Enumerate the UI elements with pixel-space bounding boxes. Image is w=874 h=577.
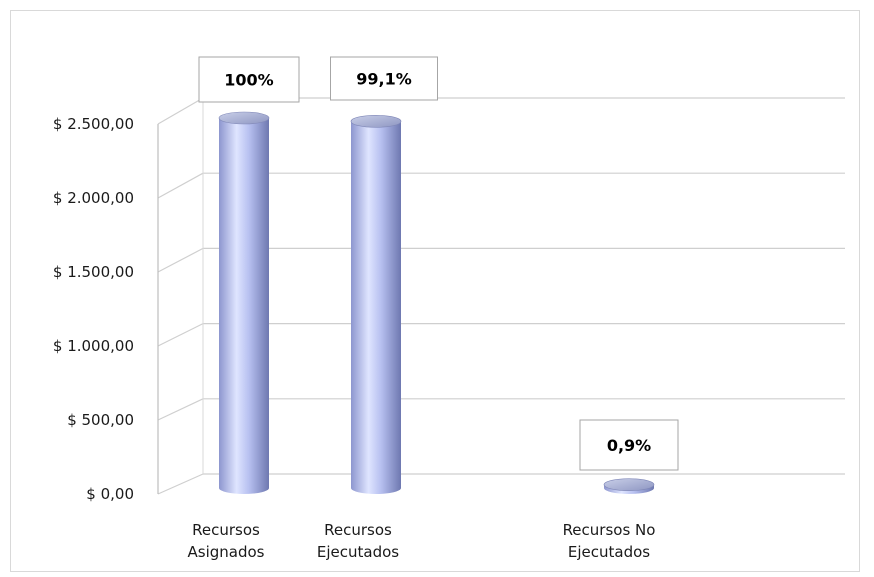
data-label-text: 100%: [224, 71, 273, 90]
y-tick-label: $ 0,00: [86, 485, 134, 503]
x-category-label-line: Asignados: [188, 543, 265, 561]
x-category-label: Recursos Ejecutados: [317, 521, 399, 561]
bar: [603, 478, 655, 494]
y-tick-label: $ 500,00: [67, 411, 134, 429]
y-tick-label: $ 1.500,00: [53, 263, 134, 281]
y-tick-label: $ 2.500,00: [53, 115, 134, 133]
gridline-depth: [157, 473, 204, 495]
gridline-depth: [157, 97, 204, 125]
x-category-label-line: Recursos No: [563, 521, 656, 539]
bars: [218, 111, 655, 494]
y-tick-labels: $ 0,00 $ 500,00 $ 1.000,00 $ 1.500,00 $ 2.00…: [53, 115, 134, 503]
data-label-text: 0,9%: [607, 436, 651, 455]
data-label-box: [579, 419, 679, 471]
bar-cap: [218, 111, 270, 125]
x-category-label-line: Recursos: [324, 521, 392, 539]
data-label-box: [330, 56, 438, 101]
gridline-depth: [157, 398, 204, 421]
data-label: 100%: [198, 56, 300, 103]
y-axis: [157, 98, 204, 494]
data-label: 99,1%: [330, 56, 438, 101]
gridline-depth: [157, 172, 204, 199]
bar: [218, 111, 270, 494]
bar-cap: [603, 478, 655, 491]
data-label-box: [198, 56, 300, 103]
data-label: 0,9%: [579, 419, 679, 471]
bar-body: [219, 118, 269, 494]
gridline-depth: [157, 323, 204, 347]
gridlines: [157, 97, 845, 495]
chart-frame: [10, 10, 860, 572]
bar-body: [351, 121, 401, 494]
y-tick-label: $ 1.000,00: [53, 337, 134, 355]
data-label-text: 99,1%: [356, 70, 412, 89]
x-category-label-line: Recursos: [192, 521, 260, 539]
gridline-depth: [157, 247, 204, 273]
x-category-label: Recursos Asignados: [188, 521, 265, 561]
x-category-label-line: Ejecutados: [317, 543, 399, 561]
y-tick-label: $ 2.000,00: [53, 189, 134, 207]
bar: [350, 115, 402, 494]
bar-cap: [350, 115, 402, 128]
x-category-label: Recursos No Ejecutados: [563, 521, 656, 561]
x-category-label-line: Ejecutados: [568, 543, 650, 561]
data-labels: 100% 99,1% 0,9%: [198, 56, 679, 471]
